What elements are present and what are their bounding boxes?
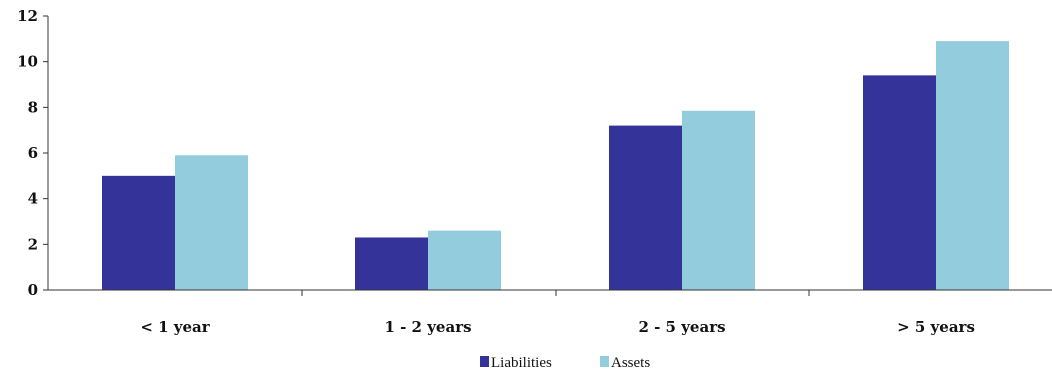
y-tick-label: 0 (28, 281, 38, 299)
y-tick-label: 8 (28, 98, 38, 116)
x-category-label: 2 - 5 years (638, 318, 725, 336)
legend-swatch-assets (600, 356, 609, 367)
y-tick-label: 2 (28, 235, 38, 253)
legend-label-assets: Assets (611, 355, 650, 371)
y-tick-label: 4 (28, 190, 38, 208)
y-tick-label: 10 (17, 53, 38, 71)
bar-assets-1 (428, 230, 501, 290)
x-category-label: > 5 years (897, 318, 975, 336)
x-axis: < 1 year 1 - 2 years 2 - 5 years > 5 years (48, 289, 1052, 336)
bar-liabilities-3 (863, 75, 936, 290)
legend: Liabilities Assets (480, 355, 650, 371)
y-tick-label: 12 (17, 7, 38, 25)
bar-liabilities-2 (609, 125, 682, 290)
y-tick-label: 6 (28, 144, 38, 162)
bar-liabilities-1 (355, 237, 428, 290)
bar-liabilities-0 (102, 175, 175, 290)
bars (102, 41, 1009, 290)
bar-assets-0 (175, 155, 248, 290)
x-category-label: 1 - 2 years (384, 318, 471, 336)
x-category-label: < 1 year (140, 318, 210, 336)
bar-assets-3 (936, 41, 1009, 290)
legend-swatch-liabilities (480, 356, 489, 367)
legend-label-liabilities: Liabilities (491, 355, 552, 371)
bar-assets-2 (682, 110, 755, 290)
y-axis: 0 2 4 6 8 10 12 (17, 7, 49, 299)
